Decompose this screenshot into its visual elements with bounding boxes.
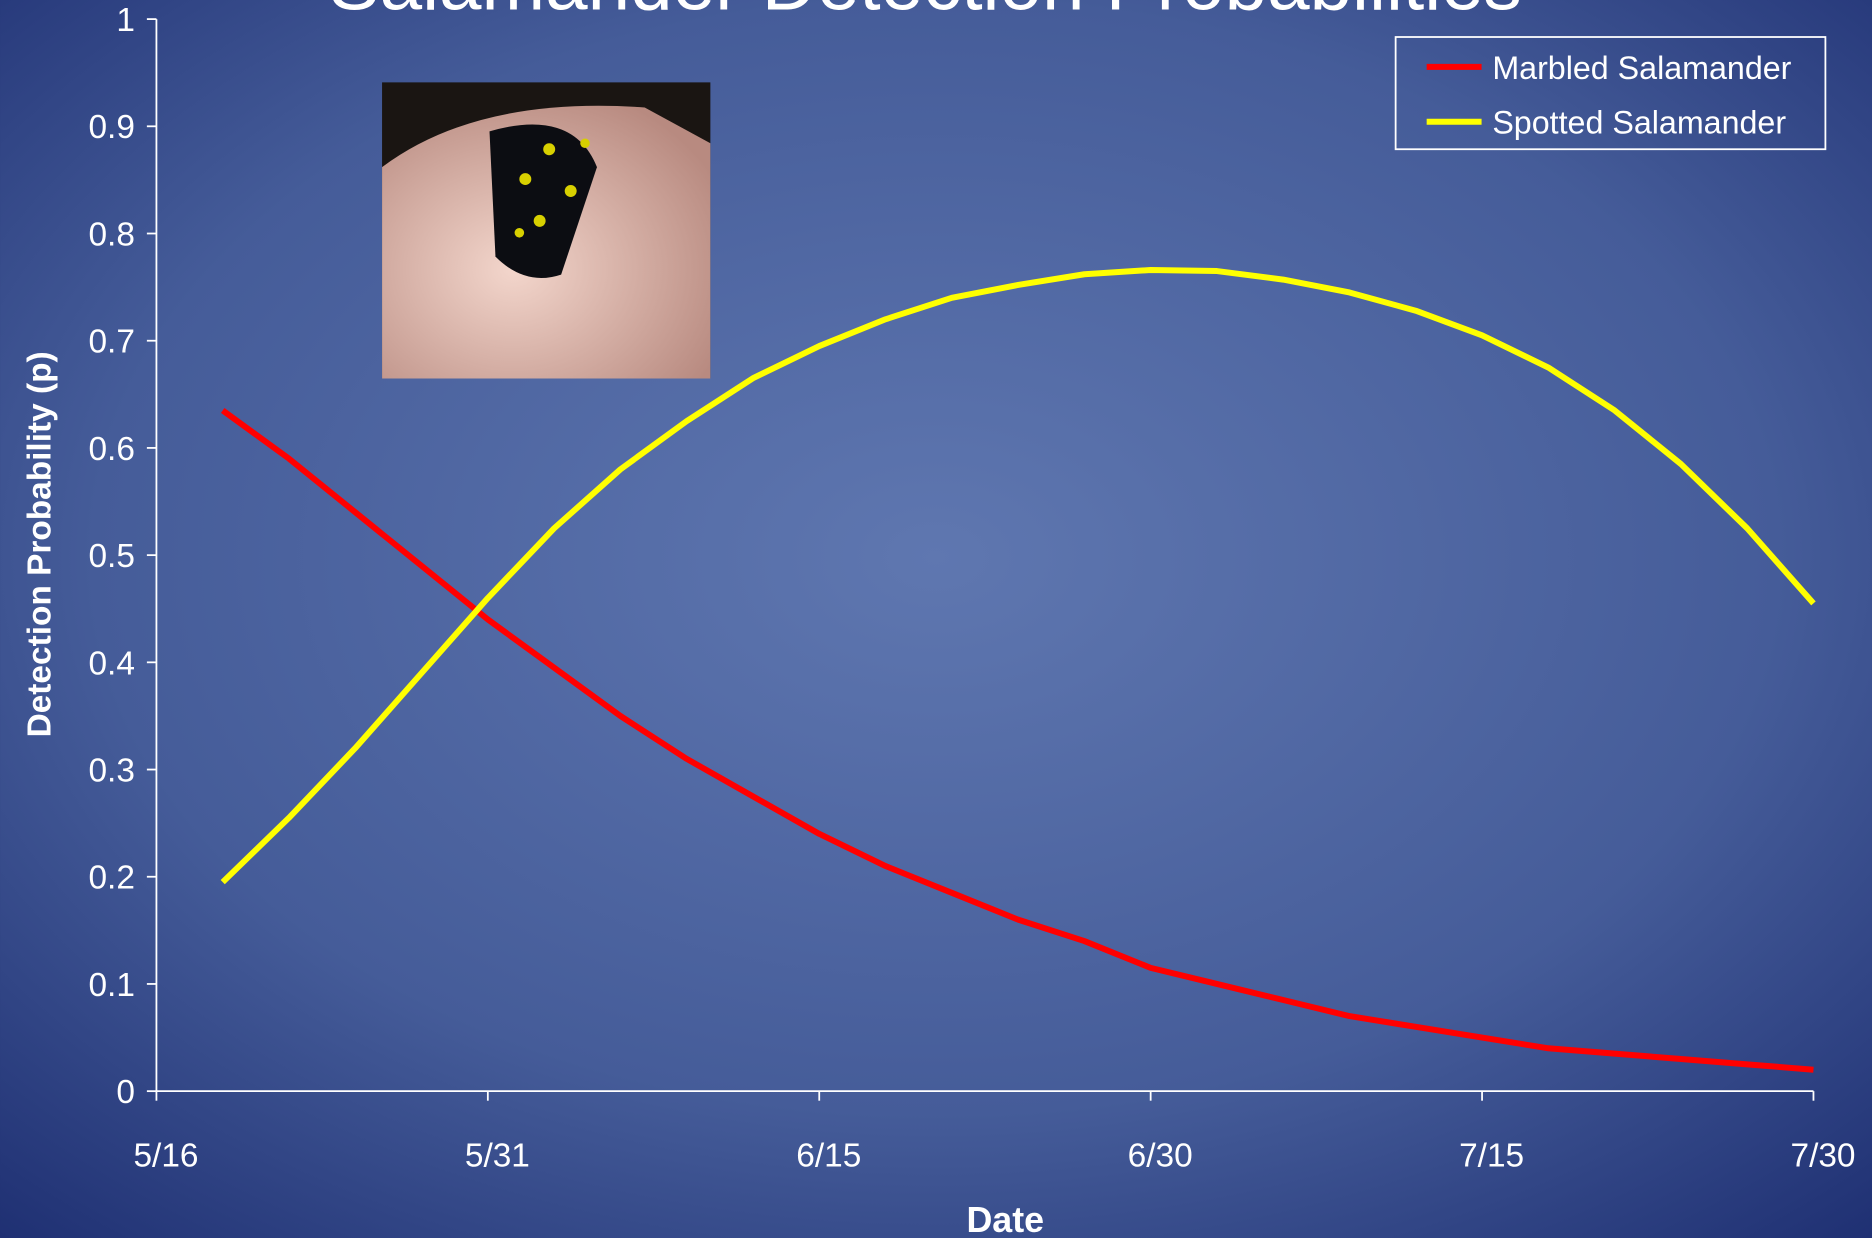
y-tick-label: 0.1 (88, 967, 134, 1004)
y-tick-label: 0 (116, 1074, 135, 1111)
y-tick-label: 0.6 (88, 431, 134, 468)
x-axis-title: Date (966, 1200, 1044, 1238)
y-tick-label: 0.3 (88, 752, 134, 789)
x-tick-label: 7/30 (1790, 1137, 1855, 1174)
x-tick-label: 6/30 (1128, 1137, 1193, 1174)
y-tick-label: 0.5 (88, 538, 134, 575)
photo (382, 82, 711, 379)
x-tick-label: 5/16 (133, 1137, 198, 1174)
y-tick-label: 1 (116, 2, 135, 39)
legend-label: Marbled Salamander (1492, 50, 1791, 86)
x-tick-label: 7/15 (1459, 1137, 1524, 1174)
series-line (220, 407, 1814, 1073)
y-axis-title: Detection Probability (p) (22, 351, 59, 737)
y-tick-label: 0.2 (88, 860, 134, 897)
legend-label: Spotted Salamander (1492, 105, 1786, 141)
x-tick-label: 5/31 (465, 1137, 530, 1174)
y-tick-label: 0.8 (88, 216, 134, 253)
y-tick-label: 0.7 (88, 324, 134, 361)
y-tick-label: 0.9 (88, 109, 134, 146)
x-tick-label: 6/15 (796, 1137, 861, 1174)
chart-title: Salamander Detection Probabilities (329, 0, 1522, 27)
y-tick-label: 0.4 (88, 645, 134, 682)
series-line (220, 266, 1816, 885)
legend-box (1394, 36, 1827, 151)
